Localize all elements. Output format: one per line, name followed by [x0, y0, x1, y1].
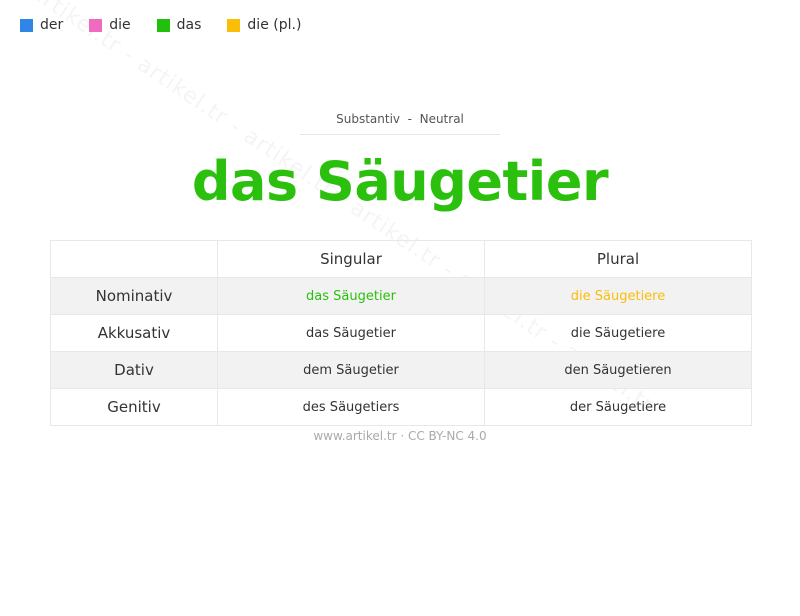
legend-item-das: das — [156, 17, 202, 33]
table-row: Nominativ das Säugetier die Säugetiere — [50, 277, 752, 315]
footer-credit: www.artikel.tr · CC BY-NC 4.0 — [313, 429, 487, 443]
page-title: das Säugetier — [191, 150, 609, 213]
table-row: Akkusativ das Säugetier die Säugetiere — [50, 314, 752, 352]
singular-cell: dem Säugetier — [217, 351, 485, 389]
case-label: Nominativ — [50, 277, 218, 315]
word-type: Substantiv - Neutral — [300, 112, 500, 135]
table-header-row: Singular Plural — [50, 240, 752, 278]
header-plural: Plural — [484, 240, 752, 278]
declension-table: Singular Plural Nominativ das Säugetier … — [50, 240, 752, 426]
legend-label: das — [176, 17, 202, 33]
table-row: Dativ dem Säugetier den Säugetieren — [50, 351, 752, 389]
color-swatch — [227, 18, 241, 32]
table-row: Genitiv des Säugetiers der Säugetiere — [50, 388, 752, 426]
singular-cell: das Säugetier — [217, 314, 485, 352]
header-singular: Singular — [217, 240, 485, 278]
header-empty — [50, 240, 218, 278]
plural-cell: die Säugetiere — [484, 314, 752, 352]
legend-label: die — [109, 17, 131, 33]
case-label: Genitiv — [50, 388, 218, 426]
plural-cell: die Säugetiere — [484, 277, 752, 315]
legend-label: der — [40, 17, 64, 33]
plural-cell: den Säugetieren — [484, 351, 752, 389]
singular-cell: das Säugetier — [217, 277, 485, 315]
gender-legend: der die das die (pl.) — [20, 17, 327, 33]
legend-item-die-plural: die (pl.) — [227, 17, 301, 33]
plural-cell: der Säugetiere — [484, 388, 752, 426]
color-swatch — [20, 18, 33, 32]
case-label: Akkusativ — [50, 314, 218, 352]
singular-cell: des Säugetiers — [217, 388, 485, 426]
color-swatch — [89, 18, 103, 32]
legend-item-die: die — [89, 17, 131, 33]
legend-item-der: der — [20, 17, 63, 33]
case-label: Dativ — [50, 351, 218, 389]
color-swatch — [156, 18, 170, 32]
legend-label: die (pl.) — [247, 17, 302, 33]
